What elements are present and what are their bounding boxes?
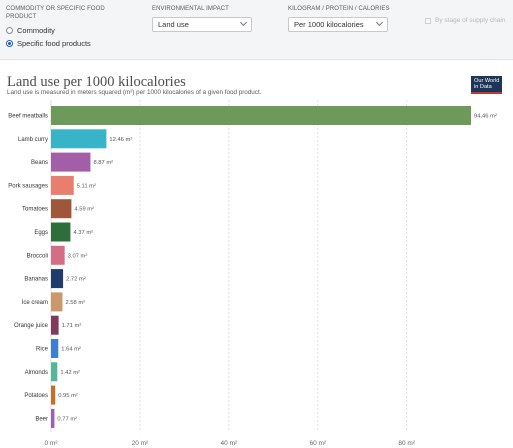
stage-checkbox-label: By stage of supply chain <box>435 17 506 24</box>
bar <box>51 315 59 335</box>
bar <box>51 199 72 219</box>
bar <box>51 385 56 405</box>
radio-specific-food-label: Specific food products <box>17 39 91 48</box>
logo-line-2: in Data <box>474 84 492 91</box>
chart-title: Land use per 1000 kilocalories <box>7 74 186 90</box>
bar <box>51 269 64 289</box>
category-label: Orange juice <box>14 323 49 329</box>
value-label: 0.95 m² <box>58 393 78 399</box>
category-label: Lamb curry <box>18 137 48 143</box>
bar <box>51 339 59 358</box>
x-tick-label: 80 m² <box>398 440 415 447</box>
value-label: 5.11 m² <box>77 183 96 189</box>
bar <box>51 222 71 242</box>
chevron-down-icon <box>239 18 248 27</box>
unit-value: Per 1000 kilocalories <box>294 20 364 29</box>
value-label: 4.59 m² <box>74 207 94 213</box>
logo-line-1: Our World <box>474 78 500 84</box>
value-label: 0.77 m² <box>57 416 77 422</box>
value-label: 2.72 m² <box>66 277 86 283</box>
radio-commodity[interactable]: Commodity <box>6 26 55 35</box>
category-label: Rice <box>36 347 49 353</box>
chevron-down-icon <box>375 18 384 27</box>
x-tick-label: 40 m² <box>221 440 238 447</box>
bar <box>51 175 74 195</box>
environmental-impact-label: ENVIRONMENTAL IMPACT <box>152 6 229 12</box>
bar <box>51 106 471 125</box>
value-label: 1.64 m² <box>61 347 81 353</box>
unit-select[interactable]: Per 1000 kilocalories <box>288 17 388 32</box>
bar <box>51 129 107 149</box>
category-label: Potatoes <box>24 393 48 399</box>
radio-commodity-icon[interactable] <box>6 27 13 34</box>
x-tick-label: 0 m² <box>45 440 59 447</box>
category-label: Broccoli <box>27 253 48 259</box>
x-tick-label: 60 m² <box>309 440 326 447</box>
radio-specific-food[interactable]: Specific food products <box>6 39 91 48</box>
controls-bar: COMMODITY OR SPECIFIC FOOD PRODUCT Commo… <box>0 0 513 60</box>
bar <box>51 292 63 312</box>
commodity-label: COMMODITY OR SPECIFIC FOOD PRODUCT <box>6 6 105 20</box>
category-label: Tomatoes <box>22 207 48 213</box>
radio-specific-food-icon[interactable] <box>6 40 13 47</box>
bar <box>51 152 91 172</box>
unit-label: KILOGRAM / PROTEIN / CALORIES <box>288 6 390 12</box>
bar <box>51 362 58 382</box>
category-label: Beef meatballs <box>8 114 48 120</box>
category-label: Eggs <box>34 230 48 236</box>
value-label: 4.37 m² <box>73 230 93 236</box>
value-label: 1.71 m² <box>62 323 82 329</box>
owid-logo[interactable]: Our World in Data <box>471 76 502 94</box>
bar-chart: 0 m² 20 m² 40 m² 60 m² 80 m² Beef meatballs 94… <box>8 100 497 447</box>
category-label: Pork sausages <box>8 183 48 189</box>
stage-checkbox-row[interactable]: By stage of supply chain <box>425 17 505 24</box>
value-label: 94.46 m² <box>474 114 497 120</box>
x-tick-label: 20 m² <box>132 440 149 447</box>
value-label: 2.58 m² <box>65 300 85 306</box>
category-label: Almonds <box>25 370 48 376</box>
bar <box>51 245 65 265</box>
radio-commodity-label: Commodity <box>17 26 55 35</box>
category-label: Beans <box>31 160 48 166</box>
category-label: Beer <box>35 416 48 422</box>
value-label: 8.87 m² <box>93 160 113 166</box>
environmental-impact-value: Land use <box>158 20 189 29</box>
value-label: 12.46 m² <box>109 137 132 143</box>
stage-checkbox[interactable] <box>425 17 431 24</box>
bar <box>51 408 55 428</box>
chart-subtitle: Land use is measured in meters squared (… <box>7 89 262 96</box>
value-label: 1.42 m² <box>60 370 80 376</box>
environmental-impact-select[interactable]: Land use <box>152 17 252 32</box>
category-label: Ice cream <box>22 300 48 306</box>
category-label: Bananas <box>24 277 48 283</box>
value-label: 3.07 m² <box>68 253 88 259</box>
